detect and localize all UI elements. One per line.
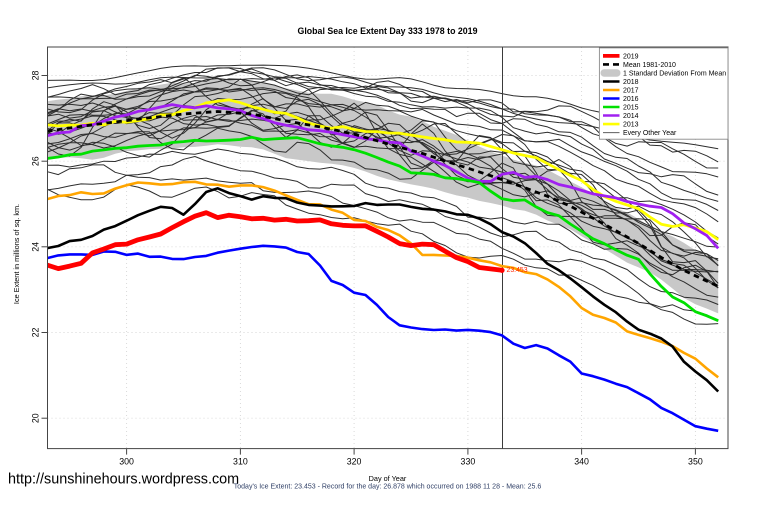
svg-text:340: 340: [574, 457, 589, 467]
svg-text:2016: 2016: [623, 96, 639, 103]
svg-text:2018: 2018: [623, 79, 639, 86]
svg-text:Ice Extent in millions of sq.: Ice Extent in millions of sq. km.: [12, 204, 21, 304]
svg-text:22: 22: [31, 328, 41, 338]
svg-text:320: 320: [347, 457, 362, 467]
svg-text:1 Standard Deviation From Mean: 1 Standard Deviation From Mean: [623, 70, 726, 77]
svg-text:2015: 2015: [623, 105, 639, 112]
svg-text:2017: 2017: [623, 88, 639, 95]
svg-text:23.453: 23.453: [507, 267, 528, 274]
svg-text:Today's Ice Extent: 23.453 -: Today's Ice Extent: 23.453 - Record for …: [234, 484, 542, 491]
svg-text:http://sunshinehours.wordpress: http://sunshinehours.wordpress.com: [8, 472, 239, 488]
svg-text:Mean 1981-2010: Mean 1981-2010: [623, 62, 676, 69]
svg-text:Every Other Year: Every Other Year: [623, 130, 677, 137]
svg-text:28: 28: [31, 71, 41, 81]
svg-text:330: 330: [461, 457, 476, 467]
svg-text:2013: 2013: [623, 122, 639, 129]
svg-text:26: 26: [31, 156, 41, 166]
svg-text:300: 300: [119, 457, 134, 467]
svg-text:20: 20: [31, 413, 41, 423]
svg-text:2019: 2019: [623, 53, 639, 60]
svg-text:Global Sea Ice Extent Day 333: Global Sea Ice Extent Day 333 1978 to 20…: [298, 26, 478, 36]
svg-text:310: 310: [233, 457, 248, 467]
svg-text:350: 350: [688, 457, 703, 467]
svg-text:2014: 2014: [623, 113, 639, 120]
svg-text:24: 24: [31, 242, 41, 252]
svg-text:Day of Year: Day of Year: [369, 474, 407, 483]
